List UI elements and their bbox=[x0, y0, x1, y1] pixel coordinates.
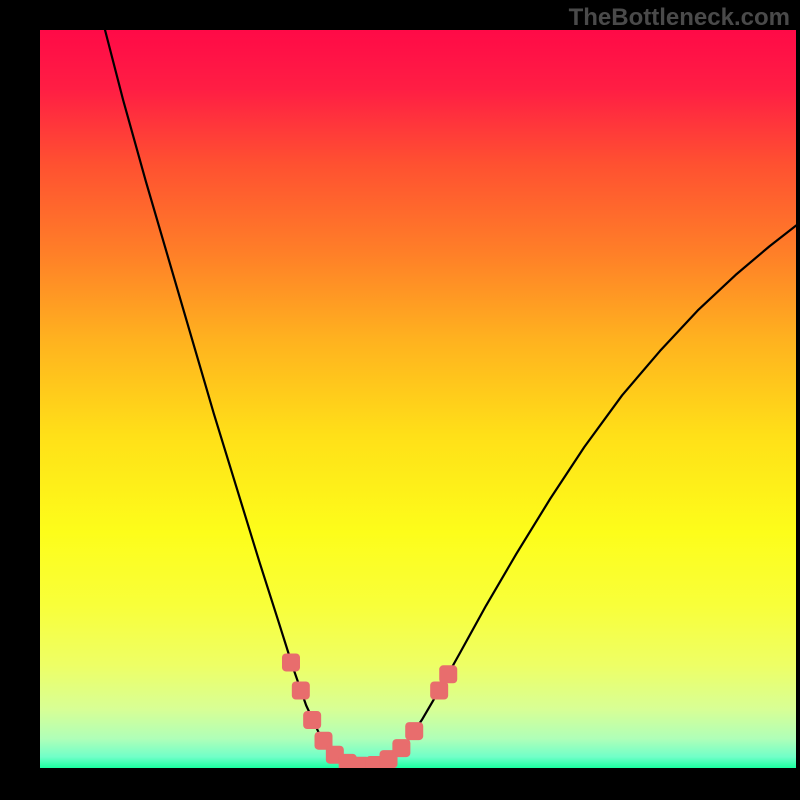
curve-marker bbox=[405, 722, 423, 740]
plot-area bbox=[40, 30, 796, 768]
chart-background bbox=[40, 30, 796, 768]
curve-marker bbox=[282, 653, 300, 671]
curve-marker bbox=[303, 711, 321, 729]
curve-marker bbox=[439, 665, 457, 683]
curve-marker bbox=[430, 682, 448, 700]
chart-svg bbox=[40, 30, 796, 768]
watermark-text: TheBottleneck.com bbox=[569, 4, 790, 32]
curve-marker bbox=[292, 682, 310, 700]
curve-marker bbox=[392, 739, 410, 757]
